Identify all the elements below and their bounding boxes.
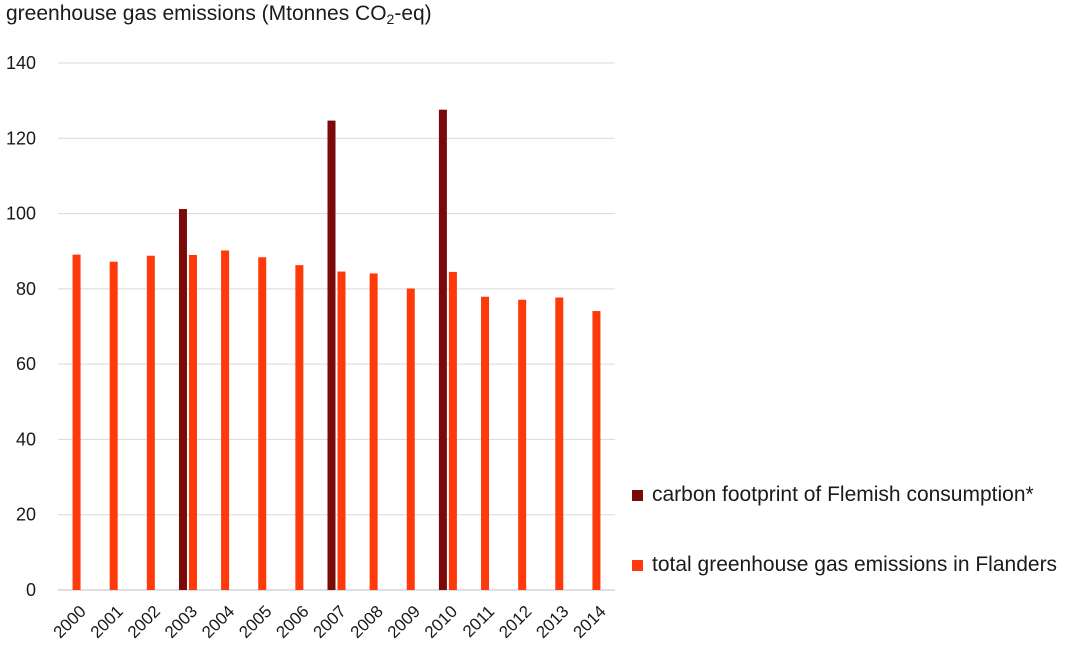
bar-total-emissions-2001	[109, 261, 118, 590]
x-tick-label-2005: 2005	[235, 602, 275, 642]
x-tick-label-2004: 2004	[198, 602, 238, 642]
x-tick-label-2001: 2001	[87, 602, 127, 642]
title-prefix: greenhouse gas emissions (Mtonnes CO	[6, 2, 387, 25]
x-tick-label-2013: 2013	[532, 602, 572, 642]
y-tick-label-100: 100	[6, 204, 36, 224]
bar-total-emissions-2010	[448, 271, 457, 590]
y-tick-label-20: 20	[16, 505, 36, 525]
legend-swatch-carbon-footprint	[632, 489, 643, 501]
bar-total-emissions-2003	[188, 254, 197, 590]
x-tick-label-2008: 2008	[347, 602, 387, 642]
bar-total-emissions-2004	[221, 250, 230, 590]
bar-carbon-footprint-2003	[178, 209, 187, 590]
x-tick-label-2006: 2006	[272, 602, 312, 642]
bar-total-emissions-2009	[406, 288, 415, 590]
y-tick-label-140: 140	[6, 53, 36, 73]
bar-carbon-footprint-2007	[327, 120, 336, 591]
legend-item-total-emissions: total greenhouse gas emissions in Flande…	[632, 553, 1057, 577]
x-tick-label-2014: 2014	[569, 602, 609, 642]
bar-total-emissions-2011	[481, 296, 490, 590]
x-tick-label-2010: 2010	[421, 602, 461, 642]
bar-total-emissions-2007	[337, 271, 346, 590]
legend-label-carbon-footprint: carbon footprint of Flemish consumption*	[652, 483, 1034, 506]
x-tick-label-2012: 2012	[495, 602, 535, 642]
bar-total-emissions-2014	[592, 311, 601, 590]
legend-label-total-emissions: total greenhouse gas emissions in Flande…	[652, 553, 1058, 576]
y-tick-label-120: 120	[6, 128, 36, 148]
x-tick-label-2000: 2000	[50, 602, 90, 642]
bar-total-emissions-2002	[146, 255, 155, 590]
x-tick-label-2007: 2007	[310, 602, 350, 642]
chart-title: greenhouse gas emissions (Mtonnes CO2-eq…	[6, 2, 432, 27]
bar-total-emissions-2005	[258, 257, 267, 590]
x-tick-label-2009: 2009	[384, 602, 424, 642]
y-tick-label-0: 0	[26, 580, 36, 600]
y-tick-label-40: 40	[16, 429, 36, 449]
x-tick-label-2002: 2002	[124, 602, 164, 642]
bar-carbon-footprint-2010	[438, 109, 447, 591]
bar-total-emissions-2012	[518, 299, 527, 590]
bar-total-emissions-2006	[295, 265, 304, 590]
bar-total-emissions-2000	[72, 254, 81, 590]
bar-total-emissions-2008	[369, 273, 378, 590]
title-suffix: -eq)	[394, 2, 432, 25]
y-tick-label-80: 80	[16, 279, 36, 299]
x-tick-label-2011: 2011	[459, 602, 498, 641]
x-tick-label-2003: 2003	[161, 602, 201, 642]
y-tick-label-60: 60	[16, 354, 36, 374]
legend-item-carbon-footprint: carbon footprint of Flemish consumption*	[632, 483, 1034, 507]
title-subscript: 2	[386, 11, 395, 27]
legend-swatch-total-emissions	[632, 559, 643, 571]
bar-total-emissions-2013	[555, 297, 564, 590]
